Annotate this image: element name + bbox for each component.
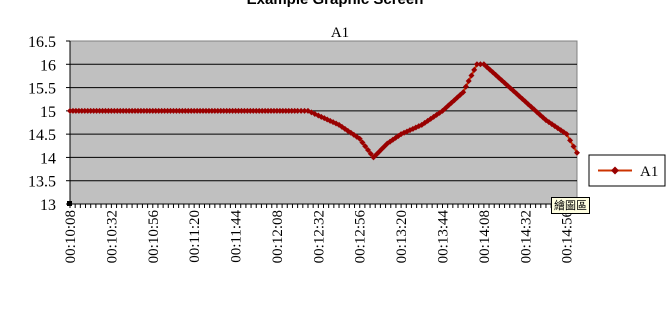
data-point <box>356 135 363 142</box>
data-point <box>364 146 371 153</box>
data-point <box>301 107 308 114</box>
data-point <box>294 107 301 114</box>
data-point <box>567 137 574 144</box>
chart-title: A1 <box>331 25 349 41</box>
y-axis-tick-labels: 13 13.5 14 14.5 15 15.5 16 16.5 <box>28 34 56 214</box>
plot-area-handle[interactable] <box>67 201 72 206</box>
page-title: Example Graphic Screen <box>0 0 670 8</box>
data-point <box>460 89 467 96</box>
x-tick-label: 00:10:56 <box>146 210 162 264</box>
data-point <box>367 150 374 157</box>
data-point <box>465 78 472 85</box>
x-axis-tick-labels: 00:10:08 00:10:32 00:10:56 00:11:20 00:11:44… <box>63 210 576 264</box>
data-point <box>563 131 570 138</box>
x-tick-label: 00:11:20 <box>187 210 203 263</box>
data-point <box>574 149 580 156</box>
data-point <box>406 127 413 134</box>
x-tick-label: 00:12:08 <box>270 210 286 263</box>
x-tick-label: 00:14:08 <box>477 210 493 263</box>
data-point <box>298 107 305 114</box>
y-tick-label: 14 <box>40 150 56 167</box>
y-tick-label: 13 <box>40 197 56 214</box>
legend-label: A1 <box>640 164 658 180</box>
x-tick-label: 00:14:56 <box>560 210 576 264</box>
y-tick-label: 16 <box>40 57 56 74</box>
x-tick-label: 00:13:20 <box>394 210 410 263</box>
x-tick-label: 00:12:32 <box>311 210 327 263</box>
gridlines <box>70 63 577 182</box>
series-a1 <box>67 61 580 161</box>
y-tick-label: 15 <box>40 104 56 121</box>
x-tick-label: 00:12:56 <box>353 210 369 264</box>
data-point <box>471 66 478 73</box>
data-point <box>570 143 577 150</box>
x-tick-label: 00:10:08 <box>63 210 79 263</box>
data-point <box>468 72 475 79</box>
legend-marker <box>611 166 619 175</box>
plot-area[interactable] <box>69 40 578 205</box>
y-tick-label: 14.5 <box>28 127 56 144</box>
x-tick-label: 00:10:32 <box>104 210 120 263</box>
legend[interactable]: A1 <box>588 154 666 187</box>
x-tick-label: 00:11:44 <box>229 210 245 263</box>
tooltip: 繪圖區 <box>551 197 590 214</box>
y-tick-label: 13.5 <box>28 174 56 191</box>
data-point <box>359 139 366 146</box>
data-point <box>462 83 469 90</box>
data-point <box>473 61 480 68</box>
data-point <box>477 61 484 68</box>
x-tick-label: 00:14:32 <box>518 210 534 263</box>
y-tick-label: 15.5 <box>28 81 56 98</box>
y-tick-label: 16.5 <box>28 34 56 51</box>
x-tick-label: 00:13:44 <box>435 210 451 264</box>
data-point <box>362 143 369 150</box>
